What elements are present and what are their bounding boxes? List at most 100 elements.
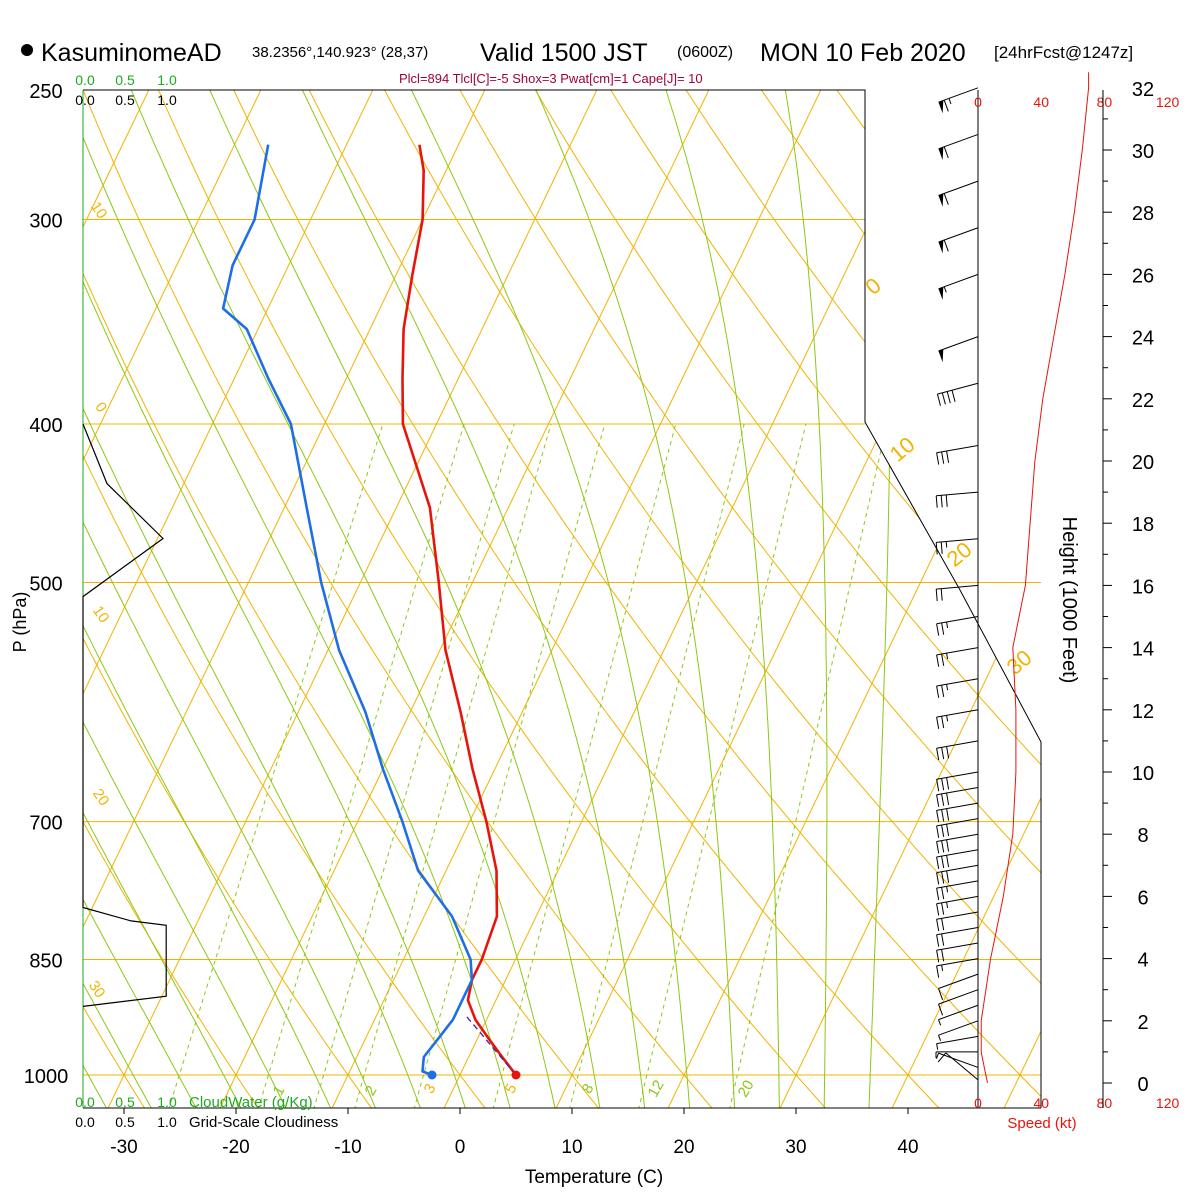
moist-adiabat-line — [784, 90, 828, 1108]
wind-barb — [938, 227, 979, 254]
x-tick-label: -10 — [334, 1137, 361, 1158]
temperature-line — [401, 144, 518, 1076]
wind-barb-half — [946, 684, 949, 691]
wind-barb-full — [936, 779, 940, 792]
wind-barb — [936, 880, 979, 901]
cloud-water-tick-label: 0.5 — [115, 72, 135, 88]
cloudiness-profile — [82, 423, 167, 1007]
wind-barb-full — [936, 825, 940, 838]
speed-tick-label: 80 — [1097, 94, 1113, 110]
mixing-ratio-line — [413, 423, 606, 1108]
wind-barb-full — [946, 793, 950, 805]
wind-barb-full — [936, 888, 940, 901]
wind-barb — [935, 538, 979, 555]
wind-barb — [936, 818, 979, 838]
speed-tick-label: 0 — [974, 94, 982, 110]
wind-barb-full — [941, 747, 945, 760]
wind-barb-half — [938, 1019, 942, 1026]
mixing-ratio-label: 3 — [421, 1081, 440, 1097]
station-location: 38.2356°,140.923° (28,37) — [252, 44, 428, 61]
wind-barb-full — [943, 193, 949, 205]
wind-barb-full — [941, 902, 945, 915]
wind-barb — [936, 911, 979, 932]
speed-tick-label: 80 — [1097, 1095, 1113, 1111]
wind-barb — [938, 1020, 979, 1041]
cloud-water-tick-label: 1.0 — [157, 72, 177, 88]
wind-barb-full — [941, 825, 945, 837]
wind-barb-full — [941, 392, 946, 405]
height-tick-label: 20 — [1132, 452, 1154, 474]
wind-barb-staff — [936, 491, 979, 497]
isotherm-line — [442, 90, 948, 1108]
wind-barb — [936, 833, 979, 854]
height-tick-label: 30 — [1132, 141, 1154, 163]
moist-adiabat-line — [130, 90, 556, 1108]
wind-barb-staff — [936, 818, 979, 827]
wind-barb-full — [936, 934, 940, 947]
wind-barb-half — [948, 98, 952, 105]
wind-barb-full — [943, 239, 949, 252]
theta-label: 0 — [91, 399, 110, 416]
y-axis-title: P (hPa) — [10, 592, 30, 653]
dry-adiabat-line — [83, 90, 714, 1108]
speed-tick-label: 40 — [1033, 1095, 1049, 1111]
utc-time: (0600Z) — [677, 44, 733, 61]
wind-barb — [938, 180, 979, 207]
wind-barb-pennant — [938, 240, 944, 254]
wind-barb — [936, 647, 979, 667]
wind-barb-half — [941, 964, 944, 971]
wind-barb-full — [938, 988, 944, 1000]
wind-barb-full — [941, 778, 945, 791]
wind-barb-full — [943, 146, 949, 159]
isotherm-line — [83, 90, 388, 1108]
isotherm-line — [330, 90, 836, 1108]
height-axis-title: Height (1000 Feet) — [1058, 517, 1080, 684]
wind-barb-staff — [936, 880, 979, 889]
moist-adiabat-line — [83, 90, 422, 1108]
plot-border — [83, 89, 1042, 1108]
wind-barb-staff — [936, 647, 979, 656]
dry-adiabat-line — [0, 61, 32, 1110]
wind-barb — [936, 616, 979, 636]
mixing-ratio-line — [353, 423, 552, 1108]
x-axis-title: Temperature (C) — [525, 1167, 663, 1188]
wind-barb — [936, 802, 979, 823]
x-tick-label: -30 — [110, 1137, 137, 1158]
height-tick-label: 2 — [1137, 1012, 1148, 1034]
wind-barb — [936, 740, 979, 761]
wind-barb-full — [946, 450, 950, 463]
wind-barb-staff — [938, 989, 979, 1005]
wind-barb-staff — [936, 802, 979, 811]
isotherm-line — [218, 90, 724, 1108]
moist-adiabat-line — [868, 90, 892, 1108]
moist-adiabat-line — [83, 90, 332, 1108]
cloud-water-tick-label: 0.0 — [75, 1094, 95, 1110]
height-tick-label: 14 — [1132, 639, 1154, 661]
wind-barb — [936, 895, 979, 916]
dry-adiabat-line — [145, 90, 828, 1108]
wind-barb-full — [946, 839, 950, 852]
moist-adiabat-line — [83, 90, 288, 1108]
moist-adiabat-line — [301, 90, 646, 1108]
wind-barb-staff — [936, 911, 979, 920]
wind-barb-pennant — [938, 193, 944, 207]
wind-barb-full — [941, 622, 945, 635]
dry-adiabat-line — [443, 90, 1041, 1108]
isotherm-line — [890, 90, 1041, 1108]
height-tick-label: 8 — [1137, 825, 1148, 847]
theta-label: 30 — [85, 978, 108, 1001]
wind-barb-full — [941, 887, 945, 900]
wind-barb-full — [941, 685, 945, 697]
wind-barb-full — [941, 871, 945, 884]
wind-barb-staff — [938, 180, 979, 196]
wind-barb-full — [936, 872, 940, 885]
cloudiness-line — [82, 423, 167, 1007]
isotherms — [83, 90, 1041, 1108]
moist-adiabat-line — [209, 90, 601, 1108]
dry-adiabat-line — [83, 90, 374, 1108]
wind-barb — [936, 1052, 979, 1068]
moist-adiabat-line — [83, 90, 198, 1108]
wind-barb-staff — [937, 382, 979, 395]
